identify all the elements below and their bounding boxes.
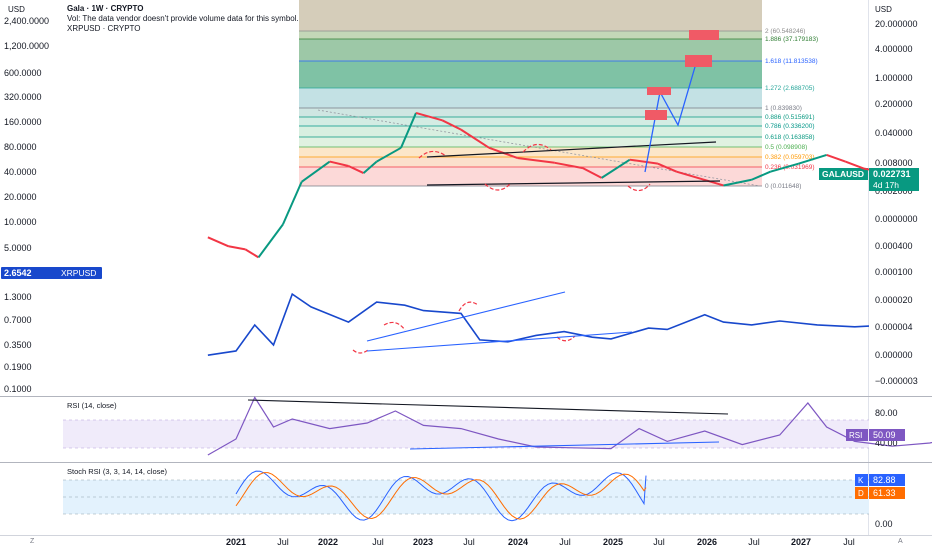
- left-axis-label: 0.7000: [4, 315, 32, 325]
- right-axis-label: 0.040000: [875, 128, 913, 138]
- right-axis-label: 4.000000: [875, 44, 913, 54]
- right-axis-label: −0.000003: [875, 376, 918, 386]
- time-axis-label: Jul: [748, 537, 760, 547]
- xrp-arc-1[interactable]: [384, 322, 405, 330]
- stoch-title[interactable]: Stoch RSI (3, 3, 14, 14, close): [67, 467, 168, 476]
- left-axis-label: 1.3000: [4, 292, 32, 302]
- target-box-2[interactable]: [685, 55, 712, 67]
- left-axis-label: 20.0000: [4, 192, 37, 202]
- time-axis-label: Jul: [559, 537, 571, 547]
- rsi-title[interactable]: RSI (14, close): [67, 401, 117, 410]
- left-axis-label: 600.0000: [4, 68, 42, 78]
- stoch-k-label: K: [858, 476, 864, 485]
- fib-level-label: 1.272 (2.688705): [765, 85, 815, 92]
- time-axis-label: 2024: [508, 537, 528, 547]
- right-axis-label: 0.200000: [875, 99, 913, 109]
- rsi-badge-label: RSI: [849, 431, 862, 440]
- price-segment: [208, 237, 229, 246]
- price-segment: [245, 249, 258, 257]
- fib-level-label: 0.618 (0.163858): [765, 134, 815, 141]
- right-axis-label: 0.000020: [875, 295, 913, 305]
- time-axis-label: 2022: [318, 537, 338, 547]
- left-axis-label: 40.0000: [4, 167, 37, 177]
- rsi-axis-80: 80.00: [875, 408, 898, 418]
- xrp-upper-trendline[interactable]: [367, 292, 565, 341]
- left-axis-label: 5.0000: [4, 243, 32, 253]
- time-axis-label: Jul: [843, 537, 855, 547]
- right-axis-label: 0.000400: [875, 241, 913, 251]
- left-price-axis[interactable]: USD 2,400.0000 1,200.0000 600.0000 320.0000…: [1, 5, 102, 394]
- xrp-arc-2[interactable]: [459, 302, 478, 311]
- xrp-badge-symbol: XRPUSD: [61, 268, 96, 278]
- stoch-k-value: 82.88: [873, 475, 896, 485]
- stoch-rsi-pane[interactable]: Stoch RSI (3, 3, 14, 14, close) K 82.88 …: [63, 467, 905, 529]
- time-axis[interactable]: 2021 Jul 2022 Jul 2023 Jul 2024 Jul 2025 Jul 2026 J…: [226, 537, 855, 547]
- fib-level-label: 0.886 (0.515691): [765, 114, 815, 121]
- target-box-3[interactable]: [647, 87, 671, 95]
- gala-badge-value: 0.022731: [873, 169, 911, 179]
- left-axis-label: 0.3500: [4, 340, 32, 350]
- left-axis-label: 10.0000: [4, 217, 37, 227]
- xrp-arc-4[interactable]: [353, 350, 368, 353]
- stoch-axis-0: 0.00: [875, 519, 893, 529]
- price-segment: [827, 155, 846, 162]
- time-axis-label: 2021: [226, 537, 246, 547]
- time-axis-label: Jul: [277, 537, 289, 547]
- right-axis-label: 0.000100: [875, 267, 913, 277]
- gala-badge-symbol: GALAUSD: [822, 169, 864, 179]
- left-axis-label: 0.1000: [4, 384, 32, 394]
- price-segment: [259, 224, 283, 257]
- left-axis-label: 0.1900: [4, 362, 32, 372]
- right-axis-label: 20.000000: [875, 19, 918, 29]
- time-axis-label: 2027: [791, 537, 811, 547]
- rsi-pane[interactable]: RSI (14, close) 80.00 40.00 RSI 50.09: [63, 397, 932, 455]
- target-box-4[interactable]: [645, 110, 667, 120]
- xrp-overlay-line[interactable]: [208, 269, 932, 355]
- rsi-resistance-line[interactable]: [248, 400, 728, 414]
- rsi-badge-value: 50.09: [873, 430, 896, 440]
- right-axis-overlap-label: 0.0000000: [875, 214, 918, 224]
- time-axis-label: 2025: [603, 537, 623, 547]
- fib-level-label: 1.618 (11.813538): [765, 58, 818, 65]
- fib-level-label: 0.5 (0.098908): [765, 144, 807, 151]
- left-axis-label: 80.0000: [4, 142, 37, 152]
- right-axis-label: 0.000000: [875, 350, 913, 360]
- left-axis-label: 1,200.0000: [4, 41, 49, 51]
- right-axis-label: 0.008000: [875, 158, 913, 168]
- left-axis-label: 320.0000: [4, 92, 42, 102]
- gala-badge-countdown: 4d 17h: [873, 180, 899, 190]
- fib-level-label: 0.786 (0.336200): [765, 123, 815, 130]
- symbol-title[interactable]: Gala · 1W · CRYPTO: [67, 4, 299, 14]
- stoch-d-label: D: [858, 489, 864, 498]
- price-segment: [283, 182, 302, 225]
- volume-note: Vol: The data vendor doesn't provide vol…: [67, 14, 299, 24]
- zoom-icon[interactable]: Z: [30, 538, 35, 545]
- time-axis-label: Jul: [372, 537, 384, 547]
- overlay-symbol-title[interactable]: XRPUSD · CRYPTO: [67, 24, 299, 34]
- xrp-lower-trendline[interactable]: [367, 332, 632, 351]
- price-segment: [229, 246, 246, 249]
- time-axis-label: 2026: [697, 537, 717, 547]
- left-axis-currency: USD: [8, 5, 25, 14]
- left-axis-label: 160.0000: [4, 117, 42, 127]
- right-axis-label: 1.000000: [875, 73, 913, 83]
- right-axis-label: 0.000004: [875, 322, 913, 332]
- time-axis-label: 2023: [413, 537, 433, 547]
- time-axis-label: Jul: [463, 537, 475, 547]
- right-axis-currency: USD: [875, 5, 892, 14]
- xrp-badge-value: 2.6542: [4, 268, 32, 278]
- fib-level-label: 0 (0.011648): [765, 183, 801, 190]
- fib-level-label: 0.236 (0.031969): [765, 164, 815, 171]
- price-segment: [845, 162, 864, 169]
- time-axis-label: Jul: [653, 537, 665, 547]
- fib-level-label: 1 (0.839830): [765, 105, 802, 112]
- target-box-1[interactable]: [689, 30, 719, 40]
- chart-legend: Gala · 1W · CRYPTO Vol: The data vendor …: [67, 4, 299, 34]
- auto-scale-icon[interactable]: A: [898, 538, 903, 545]
- left-axis-label: 2,400.0000: [4, 16, 49, 26]
- fib-level-label: 1.886 (37.179183): [765, 36, 818, 43]
- fib-level-label: 2 (60.548246): [765, 28, 805, 35]
- stoch-d-value: 61.33: [873, 488, 896, 498]
